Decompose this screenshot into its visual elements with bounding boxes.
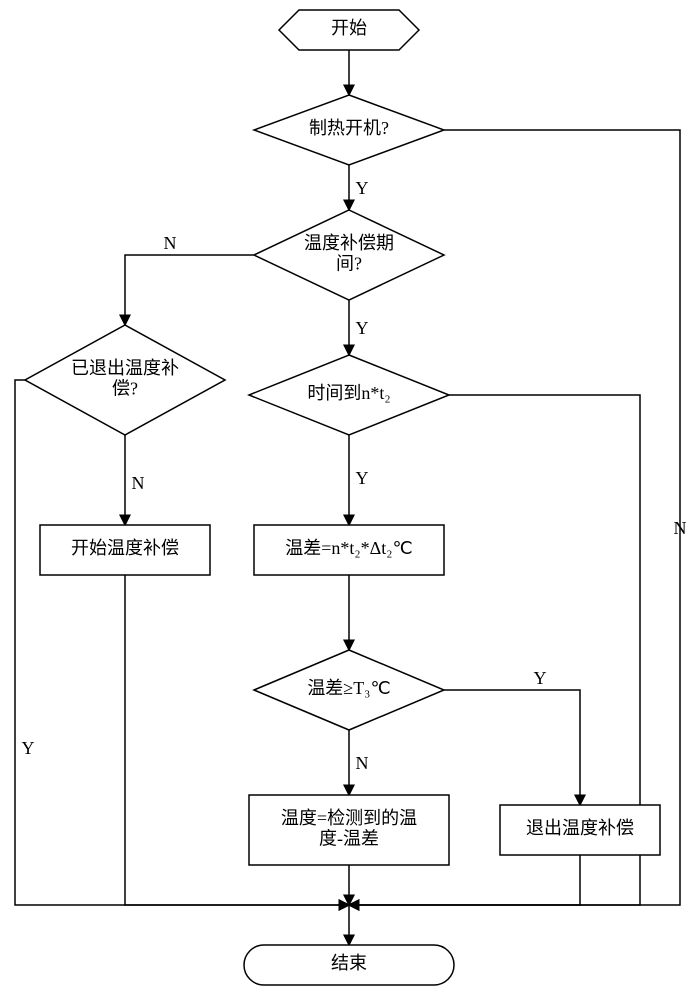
edge-label: N bbox=[132, 473, 145, 493]
svg-text:制热开机?: 制热开机? bbox=[309, 118, 389, 138]
svg-text:结束: 结束 bbox=[331, 953, 367, 973]
svg-text:温度=检测到的温: 温度=检测到的温 bbox=[281, 808, 417, 828]
edge-label: Y bbox=[22, 738, 35, 758]
svg-text:时间到n*t₂: 时间到n*t₂ bbox=[307, 383, 390, 403]
svg-text:间?: 间? bbox=[336, 253, 362, 273]
edge-label: Y bbox=[356, 178, 369, 198]
svg-text:已退出温度补: 已退出温度补 bbox=[71, 358, 179, 378]
svg-text:温度补偿期: 温度补偿期 bbox=[304, 233, 394, 253]
edge bbox=[125, 255, 254, 325]
edge-label: Y bbox=[356, 318, 369, 338]
svg-text:开始温度补偿: 开始温度补偿 bbox=[71, 538, 179, 558]
edge-label: N bbox=[356, 753, 369, 773]
edge-label: Y bbox=[534, 668, 547, 688]
edge-label: N bbox=[164, 233, 177, 253]
edge-label: Y bbox=[356, 468, 369, 488]
edge bbox=[444, 690, 580, 805]
svg-text:退出温度补偿: 退出温度补偿 bbox=[526, 818, 634, 838]
svg-text:偿?: 偿? bbox=[112, 378, 138, 398]
flowchart-canvas: Y Y Y N N N N Y Y 开始制热开机? 温度补偿期间? 已退出温度补偿? 时间到n*t₂ 开始… bbox=[0, 0, 698, 1000]
svg-text:开始: 开始 bbox=[331, 18, 367, 38]
svg-text:度-温差: 度-温差 bbox=[319, 828, 379, 848]
edge-label: N bbox=[674, 518, 687, 538]
svg-text:温差=n*t₂*Δt₂℃: 温差=n*t₂*Δt₂℃ bbox=[285, 538, 413, 558]
svg-text:温差≥T₃℃: 温差≥T₃℃ bbox=[307, 678, 390, 698]
